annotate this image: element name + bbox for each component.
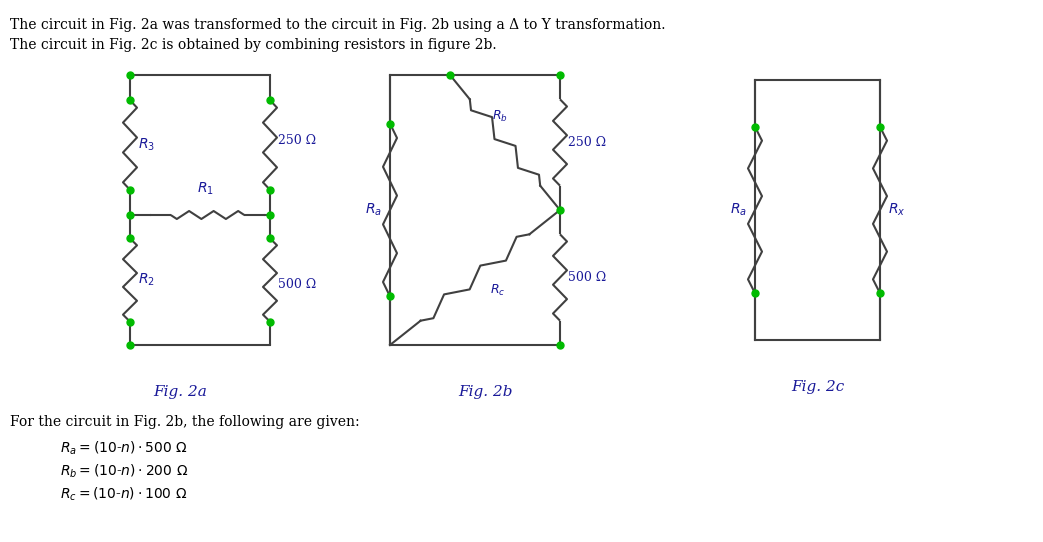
Text: 500 Ω: 500 Ω — [278, 279, 316, 292]
Text: $R_a = (10$-$n)\cdot500\ \Omega$: $R_a = (10$-$n)\cdot500\ \Omega$ — [60, 440, 188, 457]
Text: $R_b = (10$-$n)\cdot200\ \Omega$: $R_b = (10$-$n)\cdot200\ \Omega$ — [60, 463, 188, 480]
Text: $R_3$: $R_3$ — [138, 137, 155, 153]
Text: 250 Ω: 250 Ω — [568, 136, 606, 149]
Text: The circuit in Fig. 2a was transformed to the circuit in Fig. 2b using a Δ to Y : The circuit in Fig. 2a was transformed t… — [10, 18, 665, 32]
Text: $R_a$: $R_a$ — [730, 202, 747, 218]
Text: $R_a$: $R_a$ — [365, 202, 382, 218]
Text: $R_c$: $R_c$ — [490, 282, 506, 298]
Text: $R_c = (10$-$n)\cdot100\ \Omega$: $R_c = (10$-$n)\cdot100\ \Omega$ — [60, 486, 188, 504]
Text: $R_1$: $R_1$ — [196, 180, 214, 197]
Text: 250 Ω: 250 Ω — [278, 133, 316, 146]
Text: $R_2$: $R_2$ — [138, 272, 154, 288]
Text: Fig. 2a: Fig. 2a — [153, 385, 207, 399]
Text: Fig. 2c: Fig. 2c — [791, 380, 844, 394]
Text: Fig. 2b: Fig. 2b — [458, 385, 512, 399]
Text: The circuit in Fig. 2c is obtained by combining resistors in figure 2b.: The circuit in Fig. 2c is obtained by co… — [10, 38, 496, 52]
Text: For the circuit in Fig. 2b, the following are given:: For the circuit in Fig. 2b, the followin… — [10, 415, 360, 429]
Text: $R_x$: $R_x$ — [888, 202, 905, 218]
Text: $R_b$: $R_b$ — [492, 109, 508, 125]
Text: 500 Ω: 500 Ω — [568, 271, 606, 284]
